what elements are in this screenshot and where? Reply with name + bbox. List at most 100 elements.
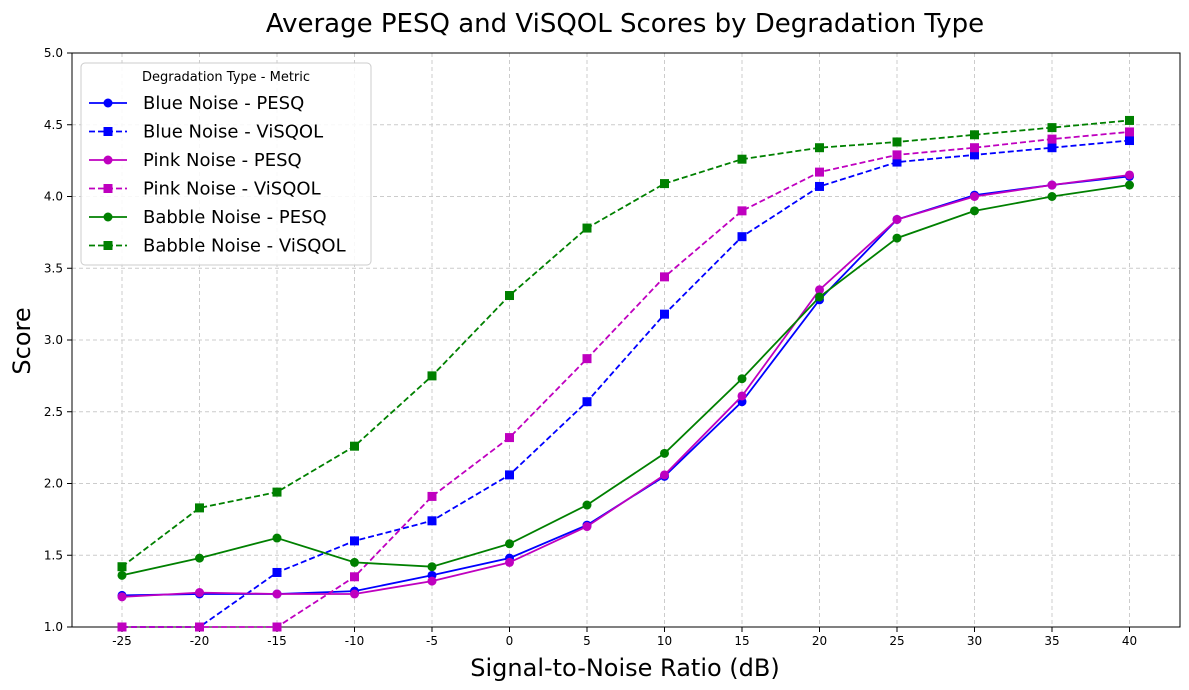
data-point bbox=[815, 181, 824, 191]
series-line bbox=[121, 119, 1130, 568]
y-tick-label: 4.0 bbox=[44, 190, 63, 204]
data-point bbox=[737, 374, 747, 384]
data-point bbox=[1047, 123, 1057, 133]
data-point bbox=[195, 588, 204, 598]
data-point bbox=[272, 567, 282, 577]
x-tick-label: 30 bbox=[967, 634, 982, 648]
legend-label: Blue Noise - ViSQOL bbox=[143, 122, 323, 143]
series-6 bbox=[117, 115, 1134, 572]
data-point bbox=[737, 391, 747, 401]
data-point bbox=[195, 553, 204, 563]
data-point bbox=[582, 397, 592, 407]
data-point bbox=[1047, 180, 1057, 190]
data-point bbox=[660, 309, 669, 319]
legend-label: Blue Noise - PESQ bbox=[143, 93, 304, 114]
y-axis: 1.0 1.5 2.0 2.5 3.0 3.5 4.0 4.5 5.0 bbox=[44, 46, 72, 634]
data-point bbox=[582, 354, 592, 364]
data-point bbox=[660, 448, 669, 458]
legend: Degradation Type - Metric Blue Noise - P… bbox=[80, 62, 372, 266]
legend-marker bbox=[103, 212, 113, 222]
data-point bbox=[1125, 180, 1134, 190]
legend-entry: Babble Noise - ViSQOL bbox=[89, 236, 346, 257]
data-point bbox=[272, 589, 282, 599]
data-point bbox=[737, 206, 747, 216]
data-point bbox=[195, 622, 204, 632]
x-tick-label: 15 bbox=[734, 634, 749, 648]
data-point bbox=[737, 154, 747, 164]
x-tick-label: 20 bbox=[812, 634, 827, 648]
legend-entry: Blue Noise - PESQ bbox=[89, 93, 304, 114]
y-tick-label: 5.0 bbox=[44, 46, 63, 60]
series-4 bbox=[117, 127, 1134, 632]
data-point bbox=[815, 285, 824, 295]
legend-entry: Blue Noise - ViSQOL bbox=[89, 122, 323, 143]
y-tick-label: 3.5 bbox=[44, 261, 63, 275]
data-point bbox=[815, 143, 824, 153]
data-point bbox=[350, 589, 359, 599]
y-tick-label: 2.0 bbox=[44, 477, 63, 491]
data-point bbox=[1125, 115, 1134, 125]
data-point bbox=[582, 223, 592, 233]
data-point bbox=[350, 557, 359, 567]
x-tick-label: 40 bbox=[1122, 634, 1137, 648]
y-tick-label: 2.5 bbox=[44, 405, 63, 419]
data-point bbox=[815, 167, 824, 177]
data-point bbox=[195, 503, 204, 513]
data-point bbox=[117, 562, 127, 572]
data-point bbox=[582, 500, 592, 510]
data-point bbox=[505, 291, 514, 301]
legend-marker bbox=[103, 241, 113, 250]
data-point bbox=[660, 272, 669, 282]
data-point bbox=[892, 137, 902, 147]
data-point bbox=[350, 572, 359, 582]
data-point bbox=[815, 292, 824, 302]
data-point bbox=[1125, 127, 1134, 137]
data-point bbox=[505, 470, 514, 480]
data-point bbox=[505, 433, 514, 443]
data-point bbox=[1047, 192, 1057, 201]
data-point bbox=[427, 562, 437, 572]
x-tick-label: -5 bbox=[426, 634, 438, 648]
series-line bbox=[122, 131, 1130, 628]
data-point bbox=[117, 570, 127, 580]
data-point bbox=[427, 576, 437, 586]
data-point bbox=[660, 179, 669, 189]
y-tick-label: 1.5 bbox=[44, 548, 63, 562]
data-point bbox=[427, 491, 437, 501]
x-tick-label: 35 bbox=[1044, 634, 1059, 648]
data-point bbox=[970, 206, 979, 216]
data-point bbox=[350, 441, 359, 451]
legend-marker bbox=[103, 127, 113, 136]
series-5 bbox=[117, 180, 1134, 580]
data-point bbox=[892, 150, 902, 160]
data-point bbox=[892, 233, 902, 243]
data-point bbox=[1047, 134, 1057, 144]
x-tick-label: -25 bbox=[112, 634, 132, 648]
legend-marker bbox=[103, 184, 113, 193]
x-tick-label: 10 bbox=[657, 634, 672, 648]
data-point bbox=[117, 592, 127, 602]
data-point bbox=[737, 232, 747, 242]
data-point bbox=[505, 557, 514, 567]
legend-frame bbox=[80, 62, 372, 266]
data-point bbox=[1047, 143, 1057, 153]
data-point bbox=[892, 157, 902, 167]
chart-title: Average PESQ and ViSQOL Scores by Degrad… bbox=[266, 9, 984, 39]
data-point bbox=[660, 470, 669, 480]
data-point bbox=[427, 371, 437, 381]
data-point bbox=[970, 143, 979, 153]
data-point bbox=[272, 533, 282, 543]
x-tick-label: 25 bbox=[889, 634, 904, 648]
legend-marker bbox=[103, 98, 113, 108]
legend-entry: Pink Noise - PESQ bbox=[89, 150, 302, 171]
x-axis-label: Signal-to-Noise Ratio (dB) bbox=[470, 654, 779, 682]
x-tick-label: -20 bbox=[190, 634, 210, 648]
data-point bbox=[272, 487, 282, 497]
data-point bbox=[582, 522, 592, 532]
data-point bbox=[350, 536, 359, 546]
series-layer bbox=[117, 115, 1134, 632]
x-tick-label: -15 bbox=[267, 634, 287, 648]
legend-label: Pink Noise - PESQ bbox=[143, 150, 302, 171]
series-line bbox=[121, 174, 1130, 598]
